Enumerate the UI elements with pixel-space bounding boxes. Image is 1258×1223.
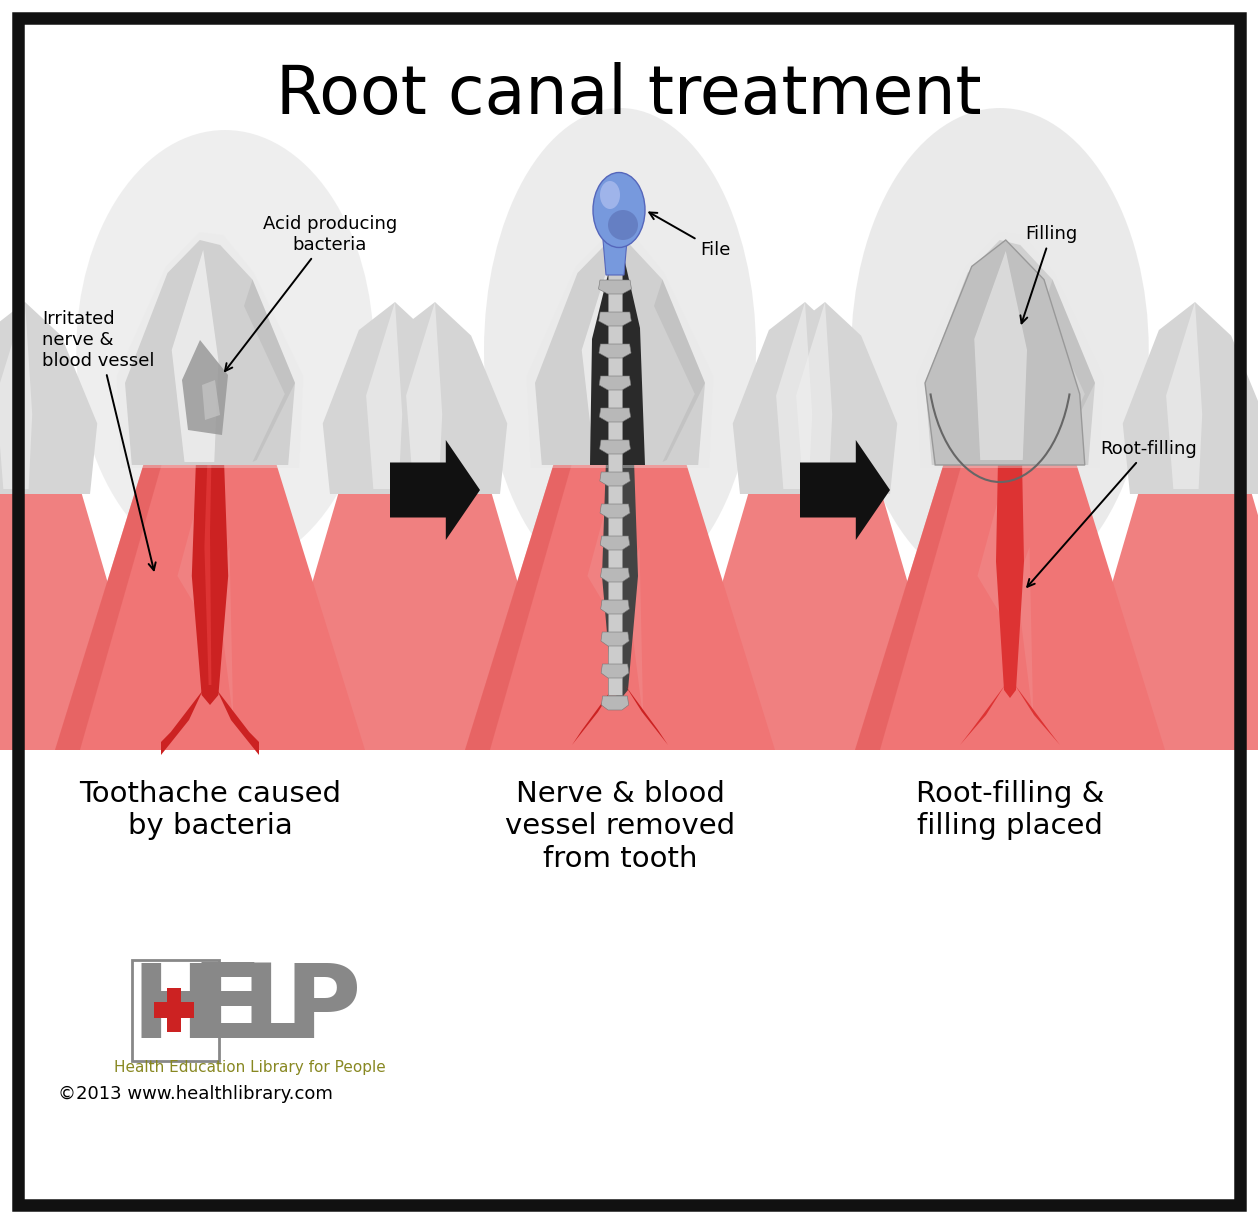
Polygon shape <box>732 302 877 494</box>
Polygon shape <box>0 302 97 494</box>
Text: Health Education Library for People: Health Education Library for People <box>114 1060 386 1075</box>
Polygon shape <box>960 685 1005 745</box>
Text: ©2013 www.healthlibrary.com: ©2013 www.healthlibrary.com <box>58 1085 332 1103</box>
Polygon shape <box>572 685 615 745</box>
Polygon shape <box>303 489 567 750</box>
Polygon shape <box>1122 302 1258 494</box>
Text: Filling: Filling <box>1020 225 1077 323</box>
Polygon shape <box>191 460 228 704</box>
Text: H: H <box>132 960 219 1060</box>
Polygon shape <box>599 408 630 422</box>
Polygon shape <box>601 664 629 678</box>
Ellipse shape <box>77 130 374 570</box>
Polygon shape <box>601 632 629 646</box>
Text: Acid producing
bacteria: Acid producing bacteria <box>225 215 398 371</box>
Polygon shape <box>1015 685 1060 745</box>
Polygon shape <box>55 460 162 750</box>
Polygon shape <box>216 690 259 755</box>
Text: Toothache caused
by bacteria: Toothache caused by bacteria <box>79 780 341 840</box>
Polygon shape <box>535 240 704 465</box>
Polygon shape <box>599 375 630 390</box>
Polygon shape <box>244 280 294 462</box>
Polygon shape <box>406 302 443 489</box>
Polygon shape <box>600 440 630 454</box>
Polygon shape <box>654 280 704 462</box>
Polygon shape <box>855 460 1165 750</box>
Text: Irritated
nerve &
blood vessel: Irritated nerve & blood vessel <box>42 309 156 570</box>
Polygon shape <box>625 685 668 745</box>
Ellipse shape <box>600 181 620 209</box>
Text: Root-filling &
filling placed: Root-filling & filling placed <box>916 780 1105 840</box>
Polygon shape <box>603 240 626 275</box>
Polygon shape <box>608 260 621 695</box>
Polygon shape <box>0 302 33 489</box>
Polygon shape <box>366 302 403 489</box>
Polygon shape <box>752 302 897 494</box>
Polygon shape <box>974 251 1027 460</box>
Polygon shape <box>172 249 219 462</box>
Polygon shape <box>800 440 889 541</box>
Polygon shape <box>590 262 645 465</box>
Polygon shape <box>971 249 1019 462</box>
Ellipse shape <box>484 108 756 592</box>
Text: Nerve & blood
vessel removed
from tooth: Nerve & blood vessel removed from tooth <box>504 780 735 873</box>
Polygon shape <box>796 302 833 489</box>
Polygon shape <box>125 240 294 465</box>
Polygon shape <box>600 536 630 550</box>
Text: File: File <box>649 213 731 259</box>
Polygon shape <box>182 340 228 435</box>
FancyBboxPatch shape <box>167 988 181 1032</box>
Ellipse shape <box>608 210 638 240</box>
Polygon shape <box>600 472 630 486</box>
Polygon shape <box>203 380 220 419</box>
FancyBboxPatch shape <box>153 1002 194 1018</box>
Polygon shape <box>855 460 962 750</box>
Polygon shape <box>161 690 203 755</box>
Polygon shape <box>917 232 1103 468</box>
Polygon shape <box>599 344 632 358</box>
Polygon shape <box>1044 280 1094 462</box>
Polygon shape <box>323 302 467 494</box>
Polygon shape <box>776 302 813 489</box>
Polygon shape <box>1063 489 1258 750</box>
Polygon shape <box>117 232 303 468</box>
Polygon shape <box>465 460 572 750</box>
Polygon shape <box>600 504 630 519</box>
Polygon shape <box>390 440 481 541</box>
Ellipse shape <box>593 172 645 247</box>
Polygon shape <box>925 240 1084 465</box>
Polygon shape <box>587 479 643 720</box>
Polygon shape <box>177 479 233 720</box>
Polygon shape <box>601 696 629 711</box>
Ellipse shape <box>852 108 1149 592</box>
Text: Root-filling: Root-filling <box>1028 440 1196 587</box>
Polygon shape <box>581 249 629 462</box>
Polygon shape <box>204 464 211 685</box>
Polygon shape <box>0 489 157 750</box>
Polygon shape <box>263 489 527 750</box>
Polygon shape <box>599 312 632 327</box>
Polygon shape <box>362 302 507 494</box>
Polygon shape <box>600 567 629 582</box>
Polygon shape <box>693 489 957 750</box>
Text: L: L <box>242 960 308 1060</box>
Polygon shape <box>465 460 775 750</box>
Polygon shape <box>1166 302 1203 489</box>
Polygon shape <box>996 460 1024 698</box>
Text: Root canal treatment: Root canal treatment <box>277 62 981 128</box>
Polygon shape <box>925 240 1094 465</box>
Polygon shape <box>601 600 629 614</box>
Polygon shape <box>673 489 937 750</box>
Text: P: P <box>284 960 361 1060</box>
Polygon shape <box>977 479 1033 720</box>
Text: E: E <box>191 960 263 1060</box>
Polygon shape <box>55 460 365 750</box>
Polygon shape <box>527 232 713 468</box>
Polygon shape <box>599 280 632 294</box>
Polygon shape <box>603 460 638 700</box>
